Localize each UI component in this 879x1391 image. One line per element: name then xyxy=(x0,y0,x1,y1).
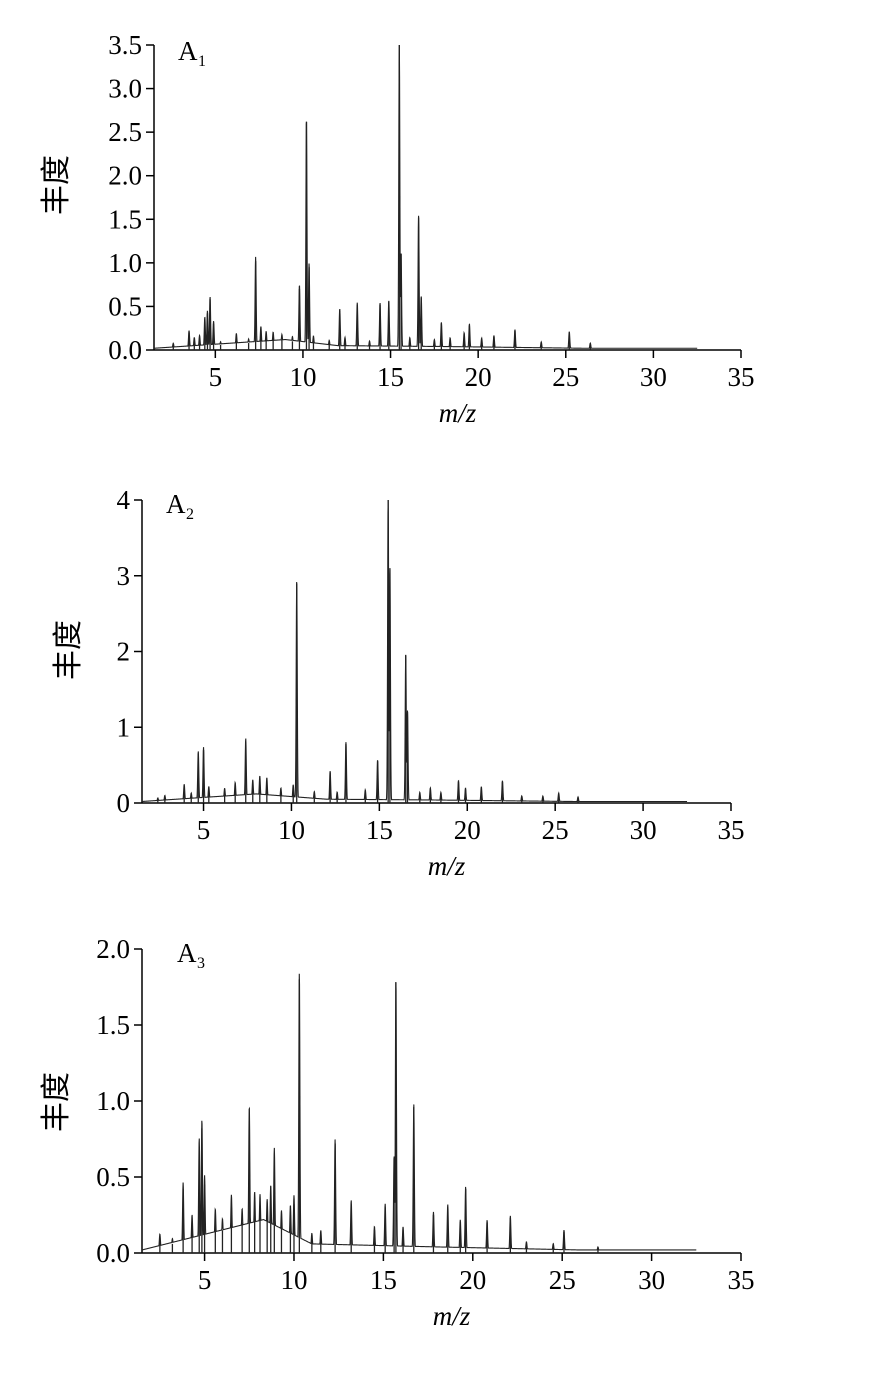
x-tick-label: 25 xyxy=(549,1265,576,1295)
y-tick-label: 3 xyxy=(117,561,131,591)
x-tick-label: 30 xyxy=(640,362,667,392)
x-tick-label: 35 xyxy=(728,362,755,392)
x-tick-label: 20 xyxy=(454,815,481,845)
y-tick-label: 0.0 xyxy=(108,335,142,365)
x-tick-label: 5 xyxy=(198,1265,212,1295)
y-tick-label: 1.0 xyxy=(108,248,142,278)
y-tick-label: 1.5 xyxy=(108,204,142,234)
y-tick-label: 3.5 xyxy=(108,30,142,60)
y-tick-label: 0.0 xyxy=(96,1238,130,1268)
y-tick-label: 2 xyxy=(117,637,131,667)
y-tick-label: 1.5 xyxy=(96,1010,130,1040)
x-tick-label: 15 xyxy=(370,1265,397,1295)
x-axis-title: m/z xyxy=(439,398,477,428)
y-tick-label: 0 xyxy=(117,788,131,818)
y-tick-label: 1 xyxy=(117,712,131,742)
x-tick-label: 35 xyxy=(728,1265,755,1295)
x-tick-label: 20 xyxy=(465,362,492,392)
x-tick-label: 35 xyxy=(718,815,745,845)
x-tick-label: 10 xyxy=(278,815,305,845)
spectrum-line xyxy=(141,499,688,803)
y-tick-label: 2.0 xyxy=(108,161,142,191)
panel-label: A xyxy=(166,489,186,519)
panel-label-subscript: 1 xyxy=(198,53,206,70)
y-axis-title: 丰度 xyxy=(39,155,74,215)
x-tick-label: 30 xyxy=(638,1265,665,1295)
x-tick-label: 25 xyxy=(552,362,579,392)
spectrum-line xyxy=(153,44,698,349)
panel-label-subscript: 3 xyxy=(197,955,205,972)
y-tick-label: 3.0 xyxy=(108,74,142,104)
x-tick-label: 25 xyxy=(542,815,569,845)
chart-panel-a1: 0.0 0.5 1.0 1.5 2.0 2.5 3.0 3.5 5 10 15 20 25 30 35 m/z… xyxy=(39,30,755,428)
x-tick-label: 10 xyxy=(289,362,316,392)
x-tick-label: 5 xyxy=(197,815,211,845)
x-tick-label: 30 xyxy=(630,815,657,845)
y-tick-label: 2.0 xyxy=(96,934,130,964)
panel-label: A xyxy=(177,938,197,968)
y-axis-title: 丰度 xyxy=(51,620,86,680)
x-tick-label: 10 xyxy=(280,1265,307,1295)
y-axis-title: 丰度 xyxy=(39,1072,74,1132)
x-tick-label: 5 xyxy=(209,362,223,392)
x-tick-label: 15 xyxy=(377,362,404,392)
chart-panel-a3: 0.0 0.5 1.0 1.5 2.0 5 10 15 20 25 30 35 m/z 丰度 A 3 xyxy=(39,934,755,1331)
y-tick-label: 0.5 xyxy=(108,291,142,321)
panel-label: A xyxy=(178,36,198,66)
y-tick-label: 2.5 xyxy=(108,117,142,147)
x-axis-title: m/z xyxy=(428,851,466,881)
x-tick-label: 15 xyxy=(366,815,393,845)
y-tick-label: 4 xyxy=(117,485,131,515)
x-tick-label: 20 xyxy=(459,1265,486,1295)
x-axis-title: m/z xyxy=(433,1301,471,1331)
y-tick-label: 1.0 xyxy=(96,1086,130,1116)
y-tick-label: 0.5 xyxy=(96,1162,130,1192)
spectrum-line xyxy=(141,973,697,1251)
panel-label-subscript: 2 xyxy=(186,506,194,523)
